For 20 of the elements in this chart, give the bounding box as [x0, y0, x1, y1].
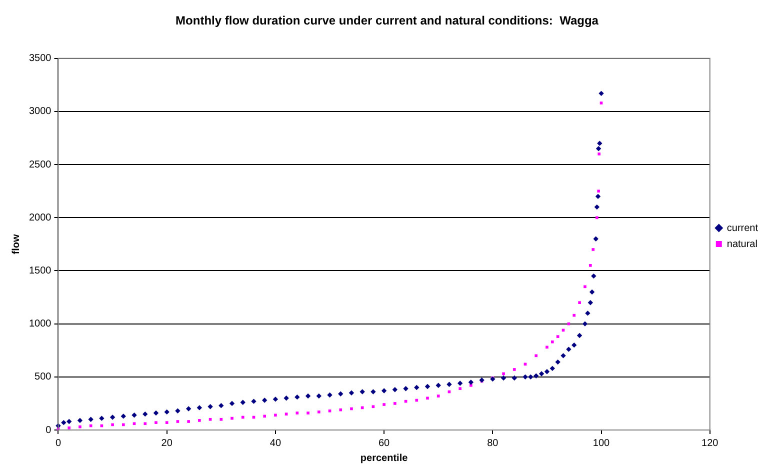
- y-tick-label: 1500: [28, 265, 52, 276]
- y-tick-label: 3500: [28, 53, 52, 64]
- x-tick-label: 100: [592, 438, 610, 449]
- y-axis-title: flow: [10, 234, 22, 254]
- x-tick-label: 120: [702, 438, 719, 449]
- x-tick-label: 40: [270, 438, 282, 449]
- legend-label: natural: [726, 238, 758, 250]
- y-tick-label: 2500: [28, 159, 52, 170]
- chart-title: Monthly flow duration curve under current and natural conditions: Wagga: [176, 14, 599, 28]
- x-axis-title: percentile: [360, 452, 408, 464]
- x-tick-label: 80: [487, 438, 499, 449]
- y-tick-label: 0: [46, 424, 52, 436]
- x-tick-label: 0: [55, 438, 62, 449]
- y-tick-label: 1000: [28, 318, 52, 330]
- y-tick-label: 3000: [28, 106, 52, 118]
- y-tick-label: 500: [34, 372, 52, 383]
- legend-label: current: [726, 222, 758, 234]
- y-tick-label: 2000: [28, 212, 52, 224]
- x-tick-label: 60: [378, 438, 390, 449]
- x-tick-label: 20: [161, 438, 173, 449]
